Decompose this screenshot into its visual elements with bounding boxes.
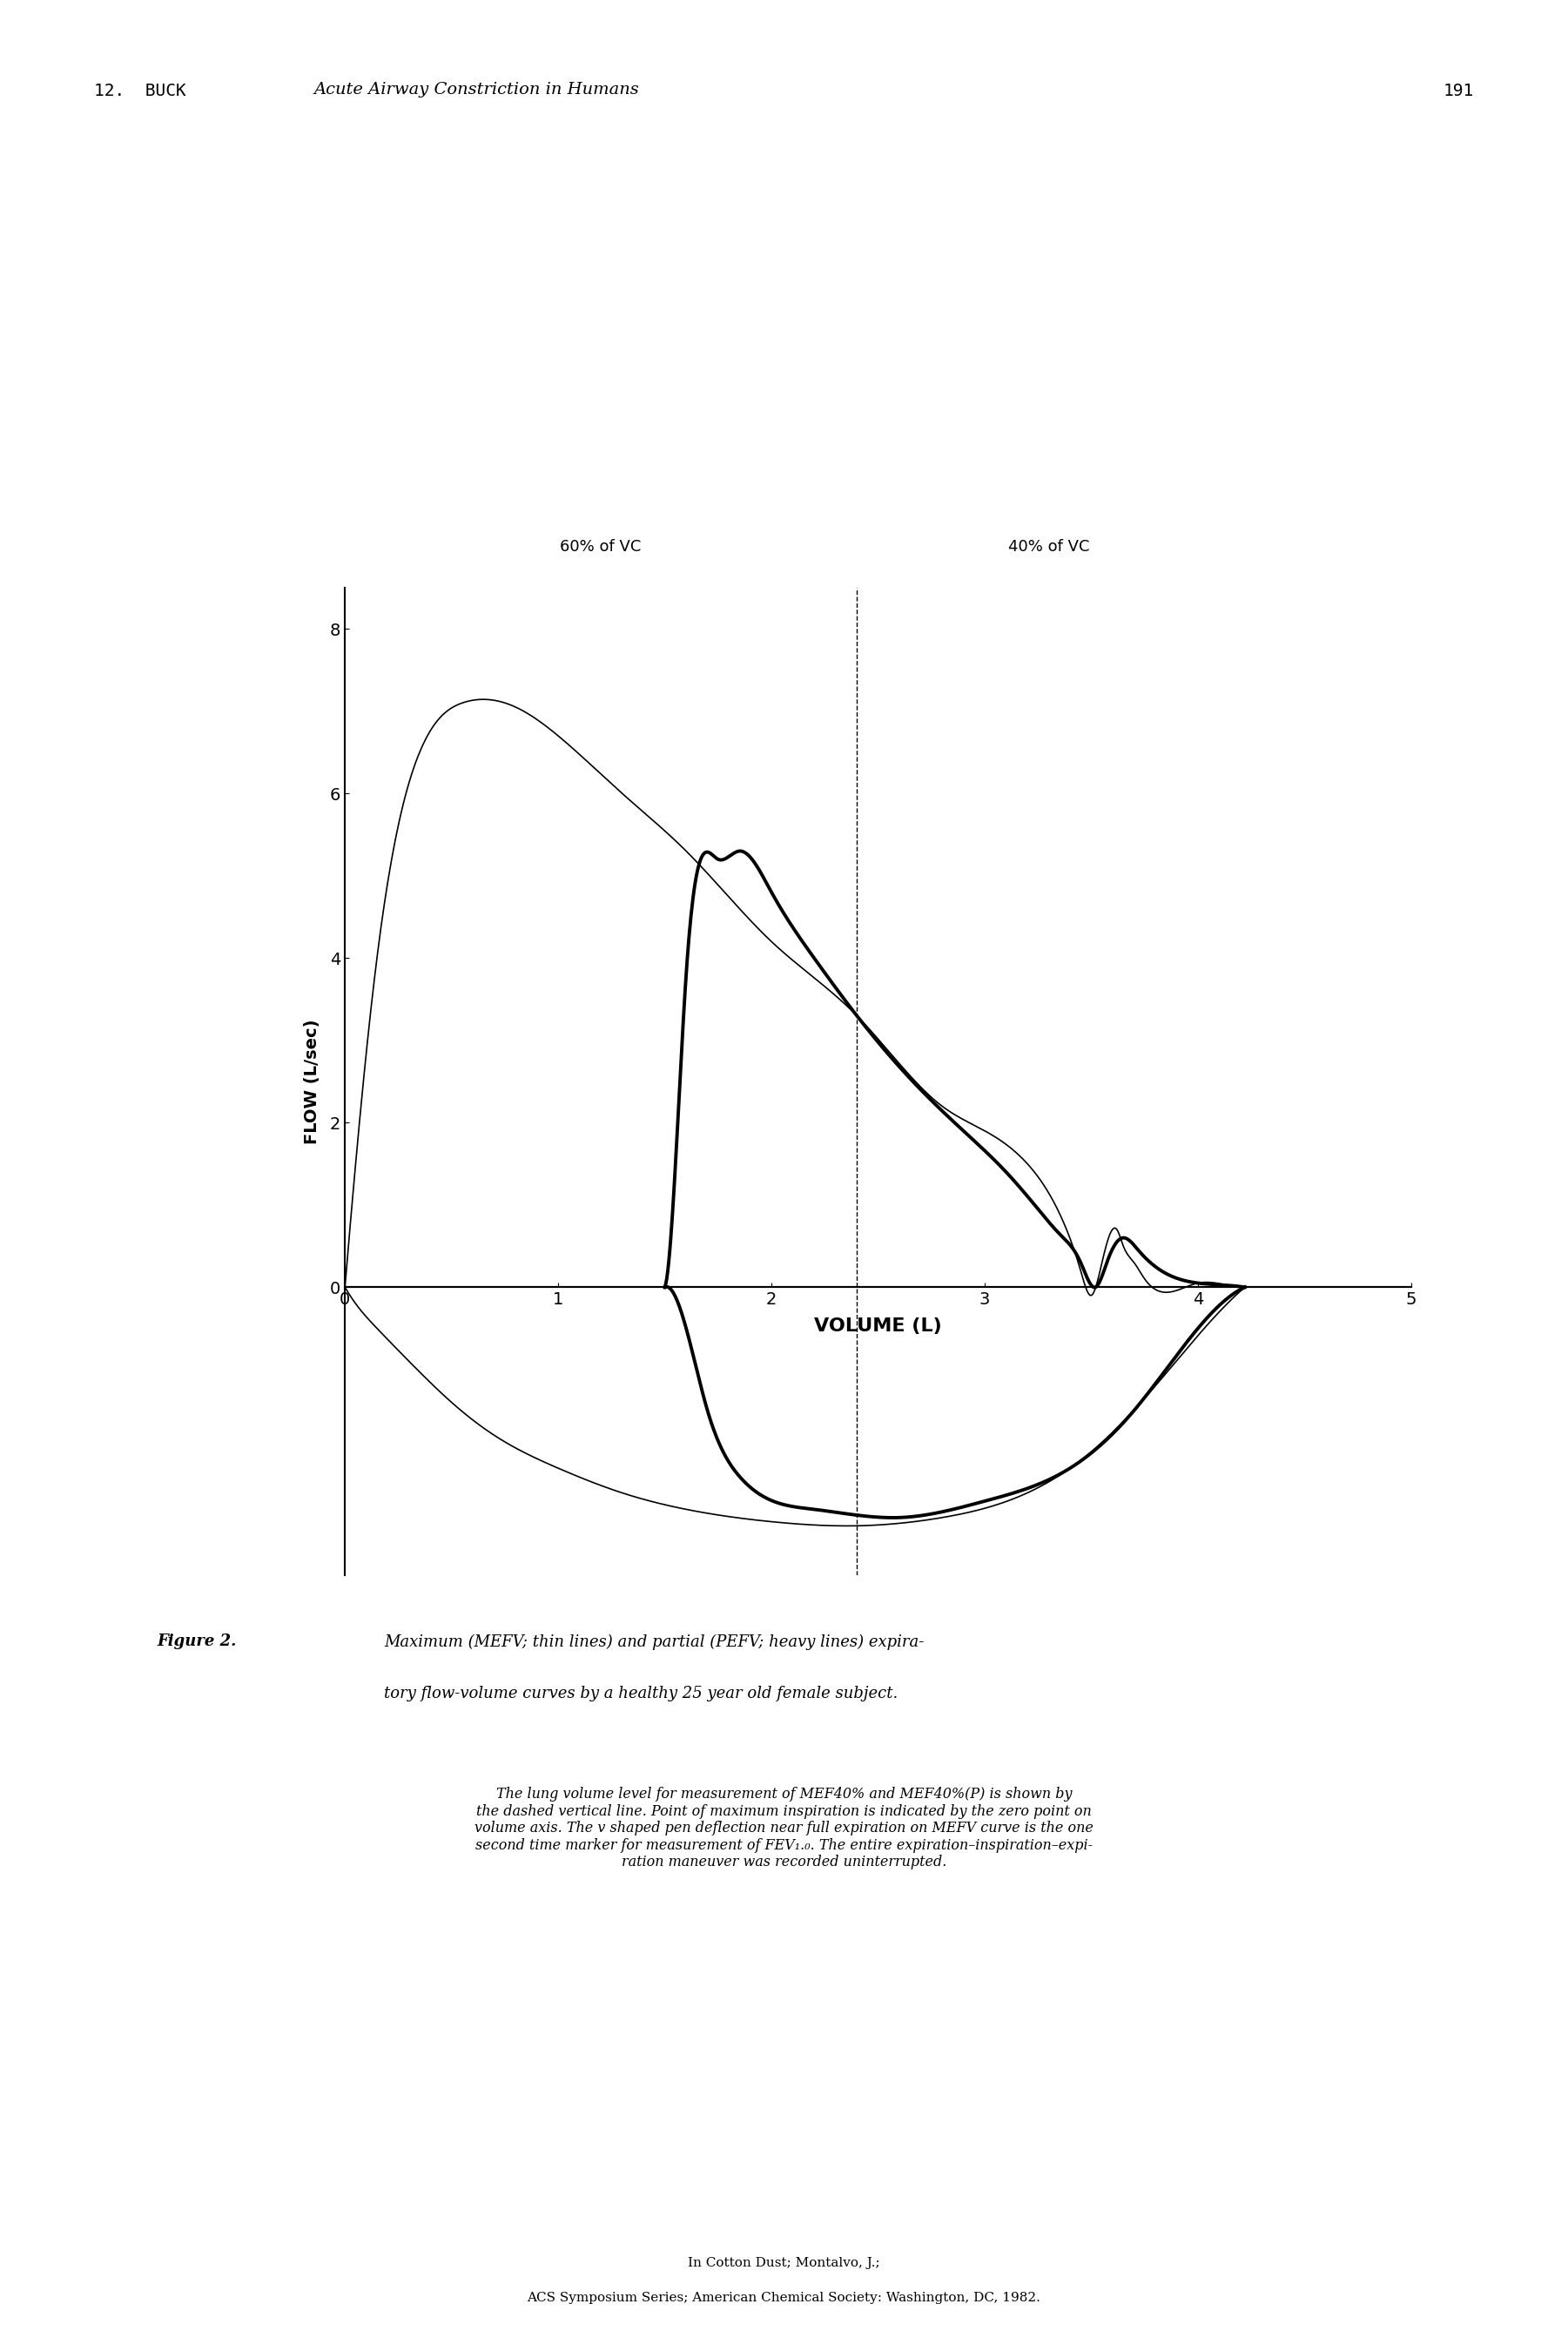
Text: In Cotton Dust; Montalvo, J.;: In Cotton Dust; Montalvo, J.; — [688, 2257, 880, 2269]
Text: 60% of VC: 60% of VC — [560, 538, 641, 555]
Text: 12.  BUCK: 12. BUCK — [94, 82, 187, 99]
X-axis label: VOLUME (L): VOLUME (L) — [814, 1317, 942, 1335]
Text: ACS Symposium Series; American Chemical Society: Washington, DC, 1982.: ACS Symposium Series; American Chemical … — [527, 2292, 1041, 2304]
Text: The lung volume level for measurement of MEF40% and MEF40%(P) is shown by
the da: The lung volume level for measurement of… — [475, 1787, 1093, 1869]
Text: 40% of VC: 40% of VC — [1008, 538, 1090, 555]
Text: Figure 2.: Figure 2. — [157, 1634, 237, 1650]
Text: Acute Airway Constriction in Humans: Acute Airway Constriction in Humans — [314, 82, 640, 99]
Text: 191: 191 — [1443, 82, 1474, 99]
Y-axis label: FLOW (L/sec): FLOW (L/sec) — [304, 1018, 320, 1145]
Text: Maximum (MEFV; thin lines) and partial (PEFV; heavy lines) expira-: Maximum (MEFV; thin lines) and partial (… — [384, 1634, 924, 1650]
Text: tory flow-volume curves by a healthy 25 year old female subject.: tory flow-volume curves by a healthy 25 … — [384, 1686, 898, 1702]
